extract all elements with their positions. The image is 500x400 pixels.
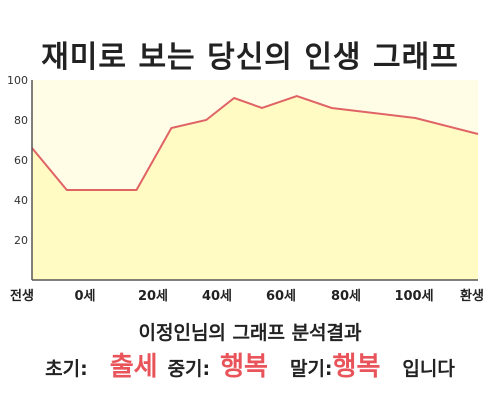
x-tick-label: 0세 bbox=[74, 289, 95, 304]
middle-label: 중기: bbox=[167, 358, 211, 380]
x-tick-label: 20세 bbox=[138, 289, 168, 304]
ending-text: 입니다 bbox=[402, 358, 455, 380]
chart-title: 재미로 보는 당신의 인생 그래프 bbox=[41, 40, 459, 75]
analysis-heading: 이정인님의 그래프 분석결과 bbox=[138, 322, 362, 344]
late-label: 말기: bbox=[289, 358, 333, 380]
series-line bbox=[31, 94, 479, 191]
middle-value: 행복 bbox=[220, 352, 268, 382]
y-tick-label: 60 bbox=[14, 154, 28, 167]
y-tick-label: 40 bbox=[14, 194, 28, 207]
x-tick-label: 100세 bbox=[394, 289, 433, 304]
late-value: 행복 bbox=[332, 352, 381, 382]
x-tick-label: 40세 bbox=[202, 289, 232, 304]
x-tick-label: 전생 bbox=[10, 288, 34, 304]
area-fill bbox=[32, 96, 478, 280]
y-tick-label: 20 bbox=[14, 234, 28, 247]
x-tick-label: 80세 bbox=[331, 289, 361, 304]
early-value: 출세 bbox=[109, 352, 158, 382]
analysis-result: 초기: 출세 중기: 행복 말기:행복 입니다 bbox=[0, 346, 500, 383]
x-tick-label: 환생 bbox=[460, 288, 484, 304]
y-tick-label: 100 bbox=[7, 74, 28, 87]
early-label: 초기: bbox=[45, 358, 88, 380]
y-tick-label: 80 bbox=[14, 114, 28, 127]
x-tick-label: 60세 bbox=[266, 289, 296, 304]
